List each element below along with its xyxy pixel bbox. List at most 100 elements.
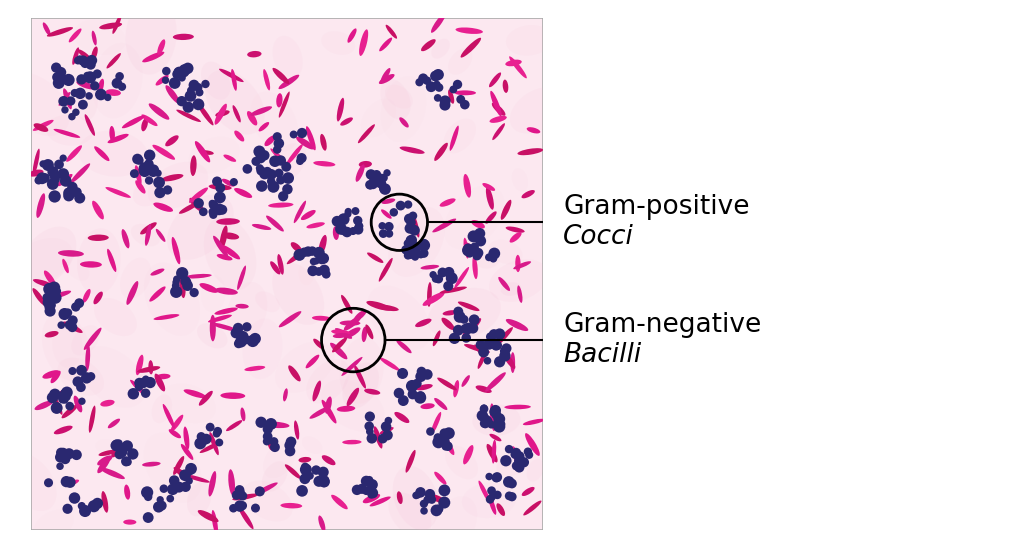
Circle shape [476,410,488,421]
Circle shape [57,168,69,179]
Circle shape [418,239,430,251]
Circle shape [170,286,182,298]
Ellipse shape [69,28,82,43]
Circle shape [508,492,517,502]
Ellipse shape [42,312,90,381]
Circle shape [83,72,91,79]
Circle shape [379,183,389,194]
Ellipse shape [100,400,115,406]
Ellipse shape [523,501,542,515]
Circle shape [443,427,455,439]
Ellipse shape [176,109,201,122]
Circle shape [462,244,474,257]
Circle shape [407,218,416,227]
Circle shape [66,401,74,410]
Circle shape [286,437,296,447]
Ellipse shape [367,253,383,263]
Ellipse shape [380,358,399,371]
Circle shape [485,495,495,504]
Circle shape [492,473,501,482]
Circle shape [480,419,488,428]
Circle shape [500,350,511,362]
Circle shape [256,164,264,172]
Ellipse shape [286,144,303,165]
Circle shape [179,67,189,77]
Circle shape [372,170,381,179]
Ellipse shape [288,365,301,381]
Circle shape [314,267,324,276]
Circle shape [416,78,424,86]
Ellipse shape [234,188,252,198]
Circle shape [470,242,479,251]
Circle shape [379,183,391,195]
Ellipse shape [489,434,502,441]
Circle shape [256,166,266,176]
Circle shape [300,464,312,475]
Ellipse shape [75,85,97,120]
Ellipse shape [73,48,79,65]
Circle shape [313,247,325,259]
Ellipse shape [46,115,93,146]
Ellipse shape [340,118,353,126]
Circle shape [417,251,425,258]
Ellipse shape [521,487,535,496]
Circle shape [468,323,478,334]
Ellipse shape [135,165,141,185]
Ellipse shape [506,25,552,56]
Ellipse shape [357,124,375,143]
Circle shape [40,160,47,167]
Ellipse shape [505,60,522,66]
Ellipse shape [42,370,59,379]
Ellipse shape [33,120,53,131]
Circle shape [354,222,364,230]
Ellipse shape [266,216,284,231]
Circle shape [432,275,440,283]
Circle shape [141,486,154,498]
Circle shape [439,95,451,107]
Circle shape [365,421,374,431]
Ellipse shape [58,250,84,257]
Ellipse shape [145,224,152,246]
Ellipse shape [220,392,246,399]
Circle shape [142,375,150,383]
Ellipse shape [181,444,194,460]
Circle shape [128,388,139,399]
Circle shape [267,181,280,193]
Ellipse shape [173,34,194,40]
Ellipse shape [512,168,528,191]
Ellipse shape [126,281,138,305]
Circle shape [116,72,124,80]
Circle shape [426,82,436,92]
Circle shape [76,365,87,376]
Circle shape [95,89,106,100]
Circle shape [185,463,197,475]
Circle shape [441,443,450,451]
Ellipse shape [267,438,273,450]
Circle shape [378,434,387,444]
Ellipse shape [108,418,120,428]
Ellipse shape [455,267,469,288]
Circle shape [134,378,144,388]
Ellipse shape [57,174,73,187]
Ellipse shape [97,457,111,473]
Circle shape [317,467,329,478]
Ellipse shape [279,91,290,118]
Ellipse shape [477,351,486,369]
Ellipse shape [53,129,80,138]
Ellipse shape [228,469,236,496]
Circle shape [55,67,67,78]
Circle shape [162,77,169,84]
Ellipse shape [98,450,116,456]
Ellipse shape [504,353,515,369]
Ellipse shape [396,340,412,353]
Circle shape [63,448,75,459]
Circle shape [183,278,191,286]
Ellipse shape [322,31,355,55]
Ellipse shape [298,457,311,463]
Circle shape [279,191,289,201]
Ellipse shape [84,328,101,350]
Ellipse shape [209,432,219,455]
Circle shape [263,424,272,434]
Circle shape [209,200,218,210]
Circle shape [173,68,182,76]
